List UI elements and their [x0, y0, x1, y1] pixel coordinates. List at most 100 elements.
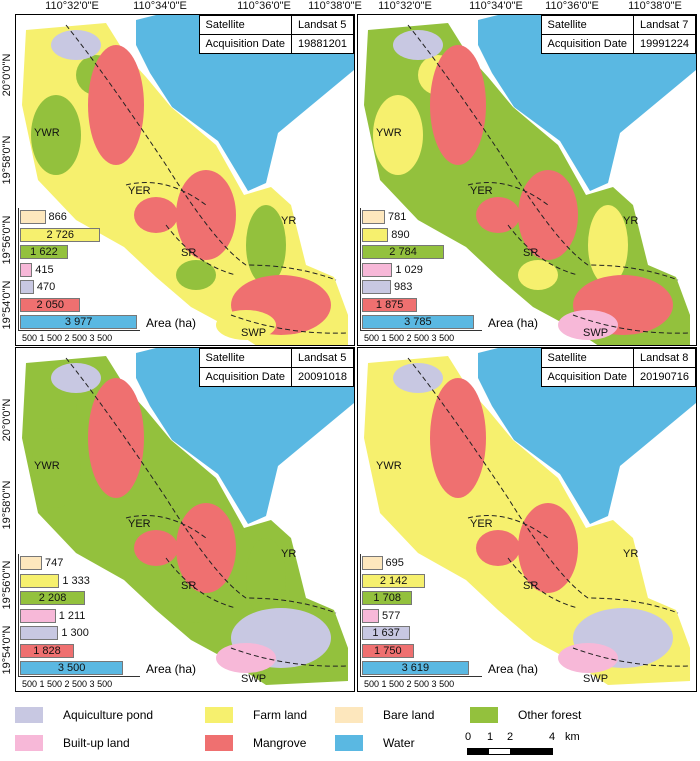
- bar-mangrove: [362, 297, 418, 312]
- water-bay: [478, 348, 696, 524]
- bar-value-label: 781: [388, 211, 407, 223]
- bar-other-forest: [362, 245, 445, 259]
- bar-y-axis: [18, 208, 19, 331]
- region-boundary: [407, 357, 689, 667]
- satellite-value: Landsat 5: [291, 15, 354, 35]
- scale-tick-label: 4: [549, 731, 556, 743]
- aquiculture-patch: [393, 30, 443, 60]
- bar-water: [20, 661, 124, 675]
- area-bar-chart: 500 1 500 2 500 3 500 Area (ha) 781 890 2 78…: [360, 208, 540, 343]
- bar-x-axis: [18, 330, 140, 331]
- patch: [373, 428, 423, 508]
- patch: [216, 310, 276, 340]
- scale-tick-label: 0: [465, 731, 472, 743]
- bar-value-label: 470: [36, 281, 56, 293]
- bar-value-label: 3 500: [57, 662, 86, 674]
- region-label: SR: [181, 580, 197, 592]
- bar-axis-ticks: 500 1 500 2 500 3 500: [22, 333, 113, 343]
- bar-bare-land: [20, 556, 43, 570]
- satellite-value: Landsat 8: [633, 348, 696, 368]
- satellite-value: Landsat 7: [633, 15, 696, 35]
- bar-bare-land: [362, 556, 383, 570]
- region-label: YER: [470, 518, 493, 530]
- info-table: Satellite Landsat 8 Acquisition Date 201907…: [540, 348, 696, 387]
- bar-mangrove: [20, 643, 74, 658]
- bar-axis-ticks: 500 1 500 2 500 3 500: [364, 333, 455, 343]
- bar-value-label: 415: [35, 263, 54, 276]
- left-axis-label: 19°56'0"N: [1, 560, 13, 610]
- bar-x-axis: [18, 676, 140, 677]
- legend-item: Mangrove: [205, 735, 306, 751]
- left-axis-label: 19°58'0"N: [1, 135, 13, 185]
- mangrove-patch: [476, 197, 520, 233]
- legend-item: Water: [335, 735, 415, 751]
- region-label: YWR: [34, 460, 60, 472]
- aquiculture-patch: [393, 363, 443, 393]
- bar-axis-unit: Area (ha): [146, 316, 197, 330]
- bar-built-up-land: [362, 262, 393, 277]
- mangrove-patch: [134, 197, 178, 233]
- left-axis-label: 19°58'0"N: [1, 480, 13, 530]
- bar-value-label: 2 726: [46, 228, 74, 241]
- bar-value-label: 3 977: [64, 316, 93, 328]
- region-label: YWR: [34, 127, 60, 139]
- patch: [558, 643, 618, 673]
- bar-value-label: 2 208: [38, 592, 67, 604]
- mangrove-patch: [88, 45, 144, 165]
- bar-value-label: 1 300: [61, 627, 89, 639]
- date-value: 19881201: [291, 34, 354, 54]
- date-row: Acquisition Date 19881201: [198, 34, 354, 54]
- bar-built-up-land: [362, 608, 380, 623]
- satellite-label: Satellite: [198, 348, 293, 368]
- region-label: SR: [523, 247, 539, 259]
- legend-swatch: [205, 735, 233, 751]
- mangrove-patch: [176, 503, 236, 593]
- mangrove-patch: [518, 503, 578, 593]
- mangrove-patch: [134, 530, 178, 566]
- region-label: YER: [128, 518, 151, 530]
- bar-built-up-land: [20, 262, 33, 277]
- top-axis-label: 110°32'0"E: [45, 0, 99, 12]
- patch: [518, 260, 558, 290]
- satellite-label: Satellite: [540, 348, 635, 368]
- bar-value-label: 2 784: [389, 246, 417, 258]
- patch: [558, 310, 618, 340]
- satellite-label: Satellite: [198, 15, 293, 35]
- info-table: Satellite Landsat 5 Acquisition Date 200910…: [198, 348, 354, 387]
- region-label: SWP: [583, 673, 609, 685]
- bar-axis-unit: Area (ha): [488, 316, 539, 330]
- left-axis-label: 19°54'0"N: [1, 280, 13, 330]
- region-label: YWR: [376, 460, 402, 472]
- satellite-row: Satellite Landsat 5: [198, 15, 354, 35]
- left-axis-label: 20°0'0"N: [1, 53, 13, 97]
- patch: [176, 593, 216, 623]
- bar-axis-ticks: 500 1 500 2 500 3 500: [22, 679, 113, 689]
- mangrove-patch: [430, 45, 486, 165]
- bar-value-label: 695: [385, 557, 404, 569]
- map-panel: YWR YER SR YR SWP Satellite Landsat 5 Acquisiti…: [15, 14, 355, 346]
- aquiculture-patch: [51, 363, 101, 393]
- bar-aquiculture-pond: [20, 626, 59, 640]
- region-boundary: [65, 357, 347, 667]
- patch: [176, 260, 216, 290]
- bar-mangrove: [362, 643, 414, 658]
- region-label: SR: [523, 580, 539, 592]
- top-axis-label: 110°38'0"E: [628, 0, 682, 12]
- top-axis-label: 110°36'0"E: [545, 0, 599, 12]
- satellite-value: Landsat 5: [291, 348, 354, 368]
- bar-water: [362, 661, 469, 675]
- date-label: Acquisition Date: [198, 34, 293, 54]
- top-axis-label: 110°36'0"E: [237, 0, 291, 12]
- region-label: YR: [623, 548, 639, 560]
- region-label: SWP: [583, 327, 609, 339]
- region-label: YR: [623, 215, 639, 227]
- scale-bar: 0 1 2 4 km: [465, 731, 595, 759]
- info-table: Satellite Landsat 5 Acquisition Date 198812…: [198, 15, 354, 54]
- scale-tick-label: 1: [487, 731, 494, 743]
- legend-swatch: [205, 707, 233, 723]
- left-axis-label: 19°54'0"N: [1, 625, 13, 675]
- top-axis-label: 110°34'0"E: [133, 0, 187, 12]
- map-panel: YWR YER SR YR SWP Satellite Landsat 8 Acquisiti…: [357, 347, 697, 692]
- bar-water: [20, 315, 138, 329]
